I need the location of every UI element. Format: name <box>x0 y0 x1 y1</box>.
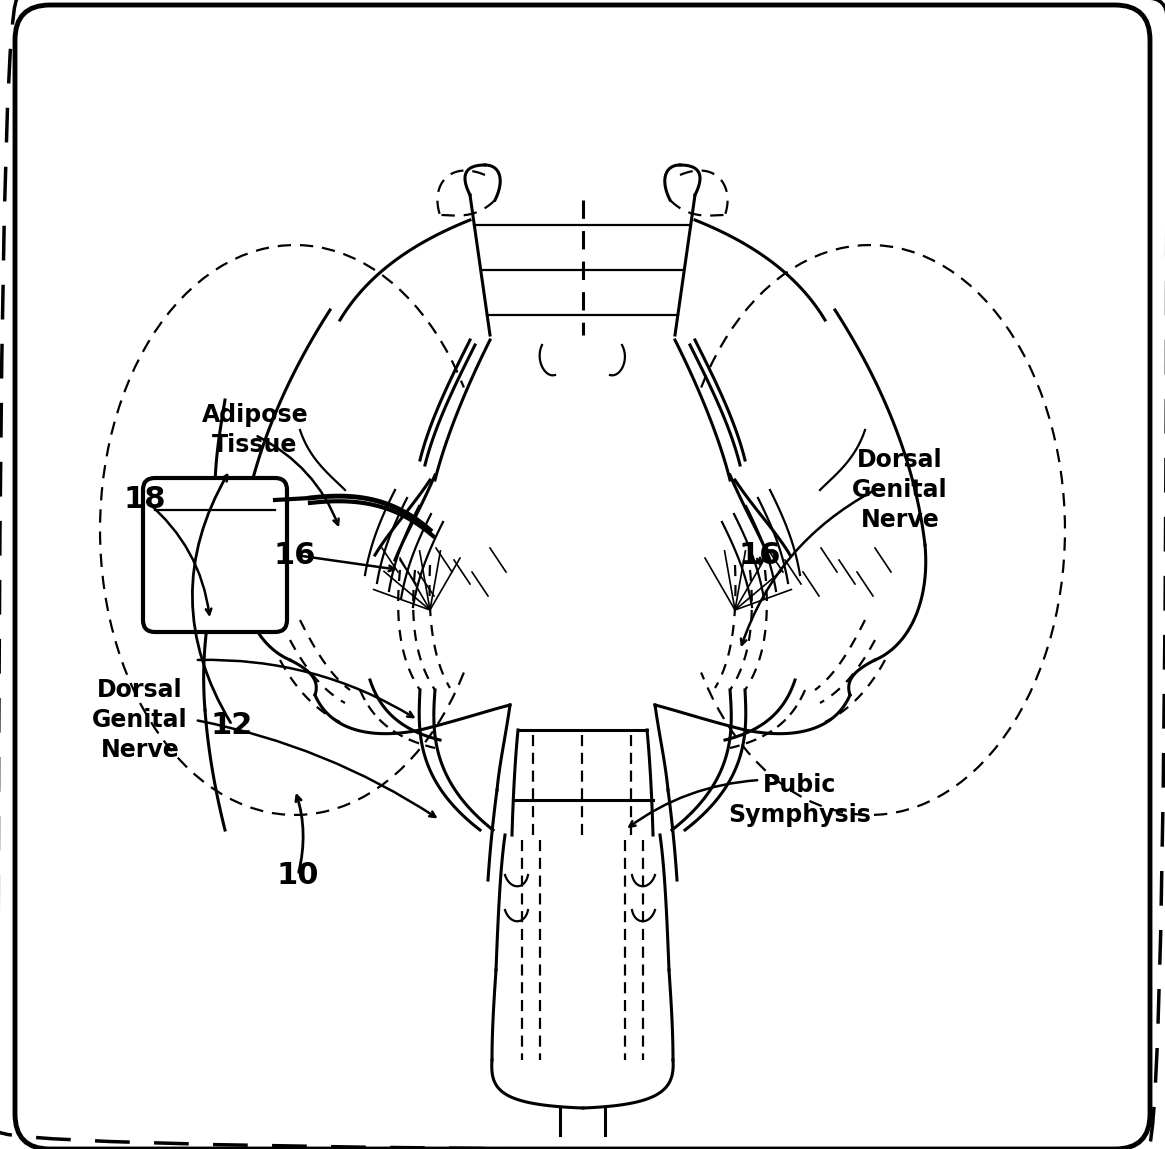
Text: Dorsal
Genital
Nerve: Dorsal Genital Nerve <box>852 448 948 532</box>
FancyBboxPatch shape <box>143 478 287 632</box>
Text: 12: 12 <box>211 710 253 740</box>
Text: Pubic
Symphysis: Pubic Symphysis <box>728 773 871 827</box>
Text: 10: 10 <box>277 861 319 889</box>
Text: Dorsal
Genital
Nerve: Dorsal Genital Nerve <box>92 678 188 762</box>
Text: 16: 16 <box>739 540 782 570</box>
Text: Adipose
Tissue: Adipose Tissue <box>202 403 309 457</box>
Text: 18: 18 <box>123 486 167 515</box>
Text: 16: 16 <box>274 540 316 570</box>
